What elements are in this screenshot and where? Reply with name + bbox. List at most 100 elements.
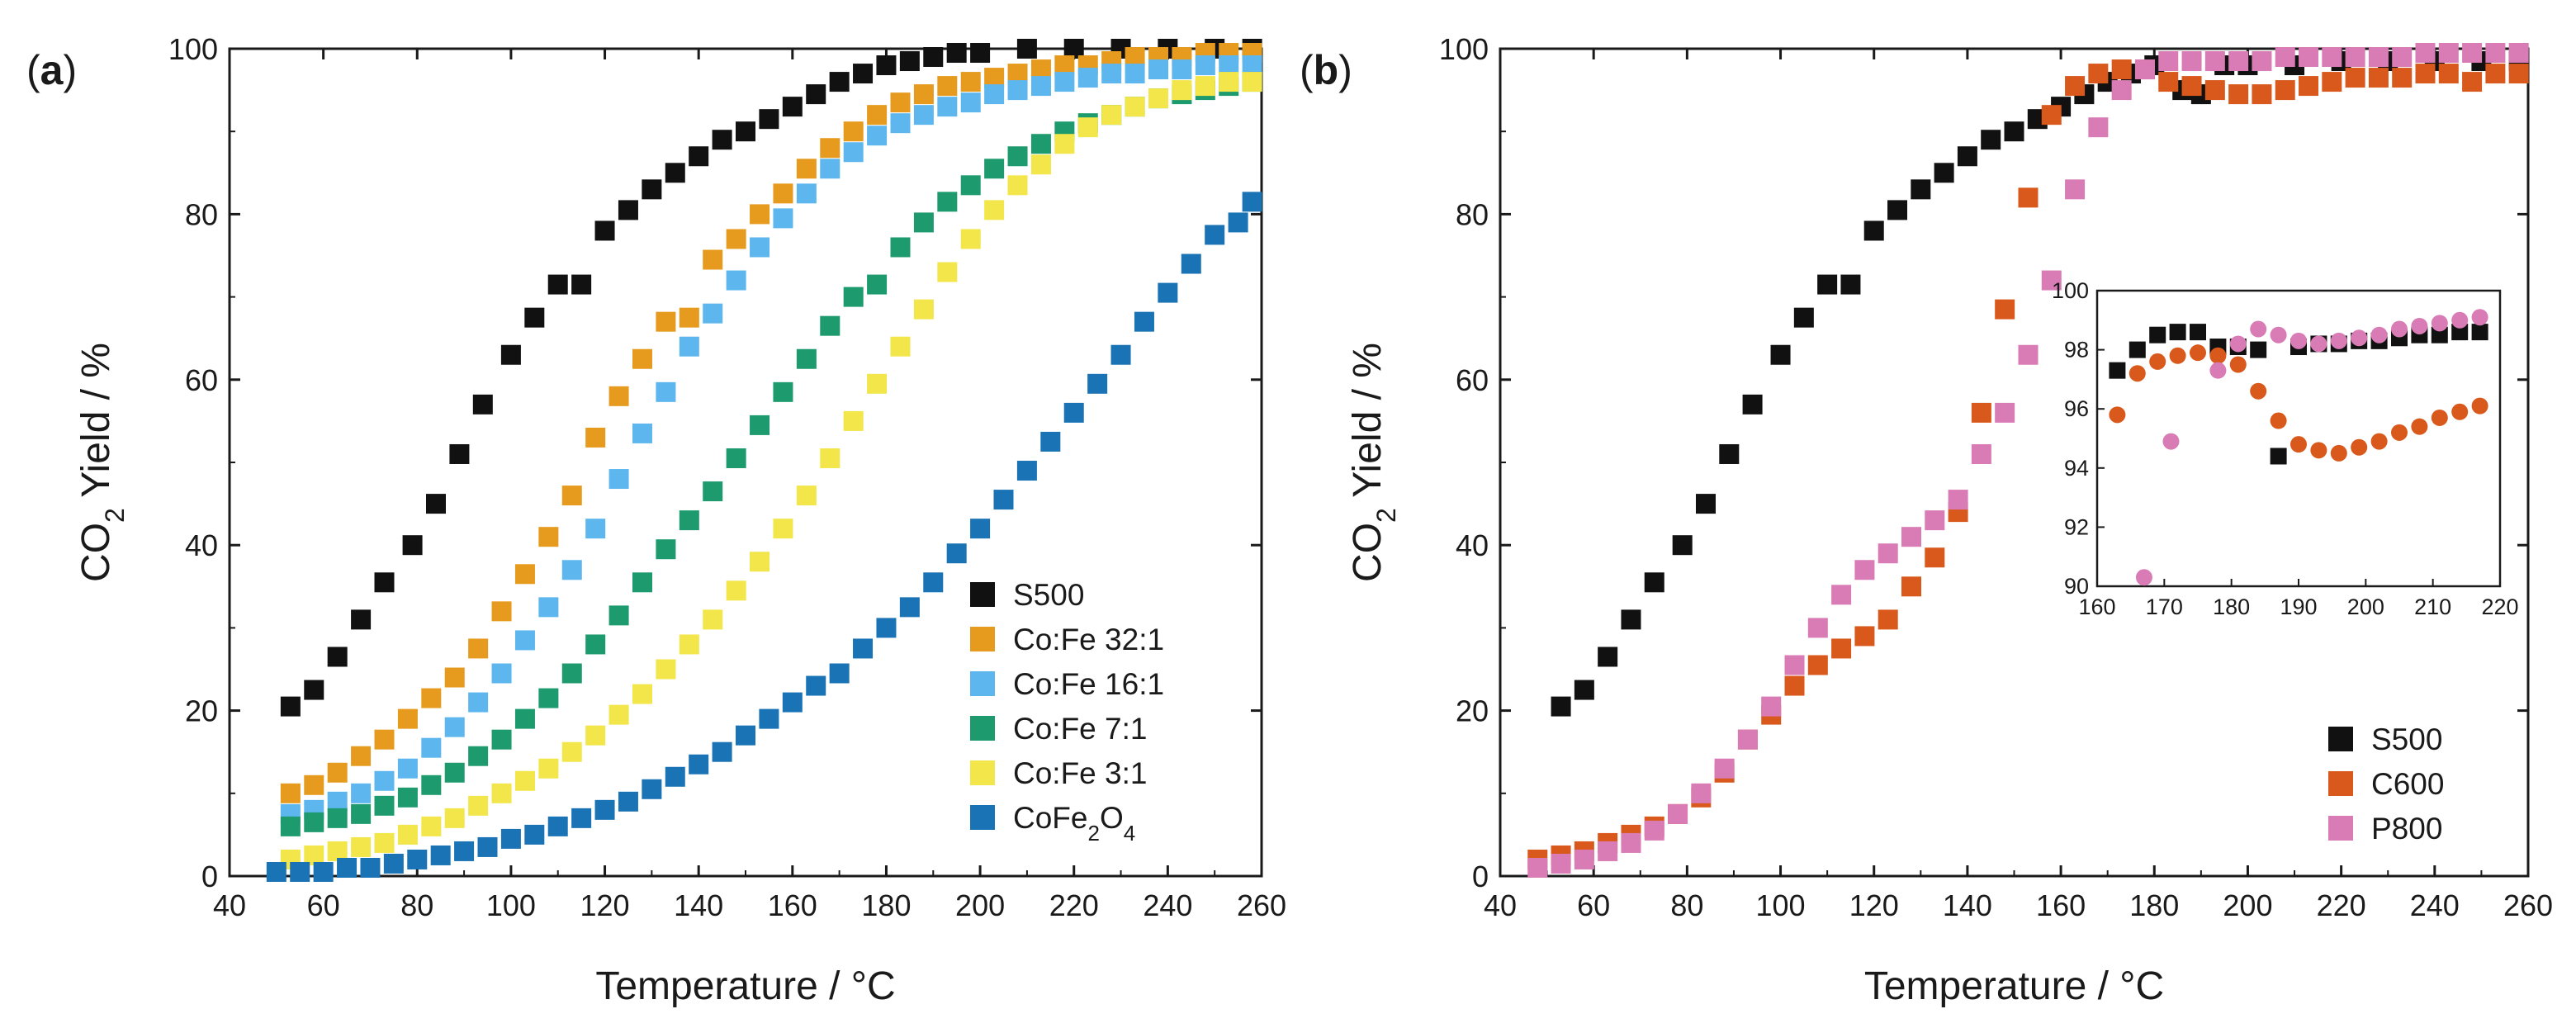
legend-label: S500 <box>1013 578 1084 612</box>
data-point <box>1077 117 1098 138</box>
y-tick-label: 60 <box>185 363 218 397</box>
legend-label: Co:Fe 16:1 <box>1013 667 1164 701</box>
legend-label: Co:Fe 32:1 <box>1013 623 1164 656</box>
legend-marker <box>970 760 995 785</box>
data-point <box>984 84 1005 105</box>
data-point <box>843 142 864 163</box>
data-point <box>524 824 545 845</box>
legend-marker <box>970 716 995 741</box>
data-point <box>1737 729 1758 750</box>
inset-data-point <box>2391 424 2408 441</box>
data-point <box>984 68 1005 88</box>
data-point <box>703 303 723 324</box>
data-point <box>421 816 442 836</box>
data-point <box>304 845 324 865</box>
inset-data-point <box>2250 382 2267 400</box>
data-point <box>2041 105 2062 126</box>
data-point <box>514 630 535 651</box>
data-point <box>867 274 888 295</box>
data-point <box>806 84 826 105</box>
legend-marker <box>2328 727 2353 751</box>
data-point <box>1195 76 1215 97</box>
data-point <box>820 138 841 159</box>
data-point <box>1807 618 1828 638</box>
y-tick-label: 0 <box>1472 860 1489 893</box>
data-point <box>397 787 418 808</box>
data-point <box>2368 47 2389 68</box>
inset-data-point <box>2209 362 2227 379</box>
inset-data-point <box>2270 448 2287 465</box>
data-point <box>2485 64 2506 84</box>
data-point <box>679 307 699 328</box>
data-point <box>351 783 372 803</box>
data-point <box>351 609 372 630</box>
data-point <box>477 836 498 857</box>
data-point <box>1807 655 1828 675</box>
data-point <box>782 692 803 713</box>
data-point <box>1863 220 1884 241</box>
inset-x-tick-label: 180 <box>2213 595 2250 619</box>
data-point <box>1621 832 1641 853</box>
data-point <box>1110 344 1131 365</box>
data-point <box>913 84 934 105</box>
data-point <box>1770 344 1791 365</box>
data-point <box>876 55 897 76</box>
data-point <box>1957 146 1977 167</box>
inset-y-tick-label: 92 <box>2064 514 2089 539</box>
inset-data-point <box>2270 326 2287 343</box>
data-point <box>937 97 958 117</box>
series-CoFe2O4 <box>266 192 1262 882</box>
inset-data-point <box>2330 332 2347 349</box>
data-point <box>430 845 451 865</box>
legend-label: P800 <box>2371 812 2442 846</box>
inset-x-tick-label: 190 <box>2280 595 2317 619</box>
data-point <box>360 857 381 878</box>
y-tick-label: 20 <box>1456 694 1489 728</box>
legend-marker <box>2328 771 2353 796</box>
data-point <box>327 791 348 812</box>
inset-series-P800 <box>2135 309 2488 586</box>
data-point <box>468 638 489 659</box>
x-tick-label: 160 <box>768 888 817 922</box>
x-tick-label: 80 <box>1670 888 1703 922</box>
data-point <box>500 344 521 365</box>
data-point <box>2415 43 2436 64</box>
data-point <box>280 783 301 803</box>
data-point <box>759 109 779 130</box>
inset-data-point <box>2411 317 2428 334</box>
inset-data-point <box>2411 418 2428 435</box>
data-point <box>1598 647 1618 667</box>
data-point <box>1878 543 1898 564</box>
data-point <box>585 427 606 448</box>
data-point <box>1219 72 1239 92</box>
data-point <box>796 183 817 204</box>
data-point <box>1054 55 1075 76</box>
data-point <box>820 448 841 468</box>
data-point <box>1784 655 1805 675</box>
data-point <box>946 543 967 564</box>
data-point <box>679 634 699 655</box>
data-point <box>1077 68 1098 88</box>
x-tick-label: 220 <box>2317 888 2366 922</box>
data-point <box>1007 80 1028 101</box>
inset-data-point <box>2330 444 2347 462</box>
data-point <box>585 634 606 655</box>
x-tick-label: 100 <box>486 888 536 922</box>
panel-b: (b) 40 60 80 100 120 140 160 180 200 220 240 260 0 20 4… <box>1300 32 2553 1008</box>
data-point <box>1719 443 1740 464</box>
data-point <box>538 597 559 618</box>
data-point <box>960 72 981 92</box>
inset-x-tick-label: 210 <box>2414 595 2451 619</box>
data-point <box>2392 47 2413 68</box>
data-point <box>374 770 395 791</box>
data-point <box>960 92 981 113</box>
data-point <box>608 704 629 725</box>
data-point <box>2158 51 2179 72</box>
data-point <box>806 675 826 696</box>
data-point <box>1696 494 1716 514</box>
data-point <box>1887 200 1908 220</box>
data-point <box>750 552 770 572</box>
inset-data-point <box>2229 356 2247 373</box>
legend-marker <box>970 671 995 696</box>
